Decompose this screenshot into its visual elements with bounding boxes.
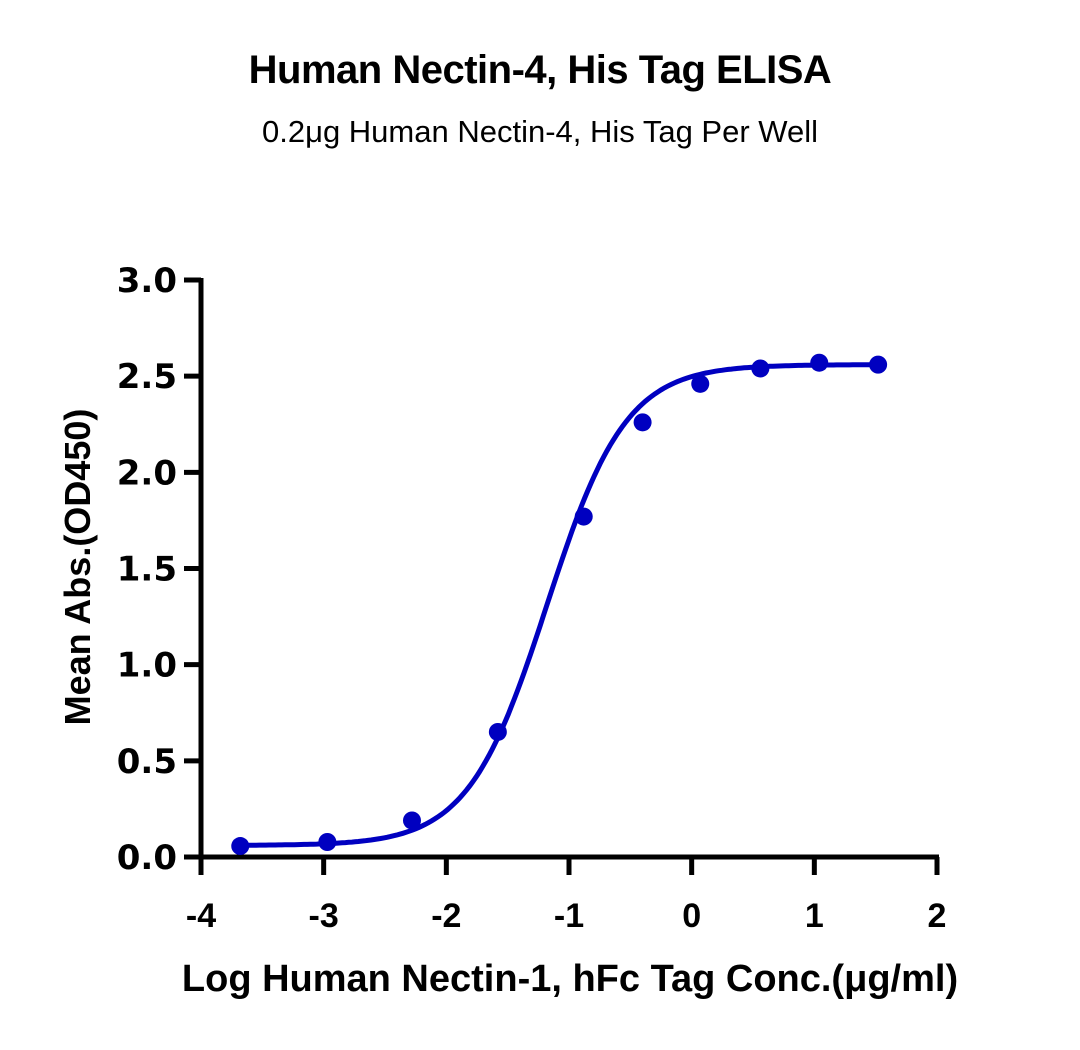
x-tick-label: -1 bbox=[554, 897, 584, 935]
data-point bbox=[574, 507, 593, 526]
data-points bbox=[231, 353, 888, 856]
chart-title: Human Nectin-4, His Tag ELISA bbox=[248, 48, 832, 92]
y-tick-label: 2.0 bbox=[117, 453, 177, 493]
y-tick-label: 3.0 bbox=[117, 261, 177, 301]
data-point bbox=[751, 359, 770, 378]
data-point bbox=[633, 413, 652, 432]
x-tick-label: 2 bbox=[928, 897, 947, 935]
data-point bbox=[402, 811, 421, 830]
y-tick-label: 1.0 bbox=[117, 646, 177, 686]
y-tick-label: 2.5 bbox=[117, 357, 177, 397]
y-axis-label: Mean Abs.(OD450) bbox=[57, 408, 98, 726]
data-point bbox=[318, 832, 337, 851]
chart-subtitle: 0.2μg Human Nectin-4, His Tag Per Well bbox=[261, 114, 818, 149]
x-tick-label: -3 bbox=[309, 897, 339, 935]
fit-line bbox=[237, 362, 881, 848]
fit-curve bbox=[237, 362, 881, 848]
x-tick-label: 1 bbox=[805, 897, 824, 935]
data-point bbox=[488, 722, 507, 741]
y-tick-label: 0.5 bbox=[117, 742, 177, 782]
y-tick-label: 1.5 bbox=[117, 550, 177, 590]
y-tick-label: 0.0 bbox=[117, 838, 177, 878]
x-tick-label: -2 bbox=[431, 897, 461, 935]
x-tick-label: -4 bbox=[186, 897, 216, 935]
data-point bbox=[810, 353, 829, 372]
data-point bbox=[691, 374, 710, 393]
data-point bbox=[869, 355, 888, 374]
data-point bbox=[231, 837, 250, 856]
axes: 0.0 0.5 1.0 1.5 2.0 2.5 3.0 -4 -3 -2 -1 0 1 2 bbox=[117, 261, 947, 935]
x-tick-label: 0 bbox=[682, 897, 701, 935]
x-axis-label: Log Human Nectin-1, hFc Tag Conc.(μg/ml) bbox=[181, 958, 959, 1000]
